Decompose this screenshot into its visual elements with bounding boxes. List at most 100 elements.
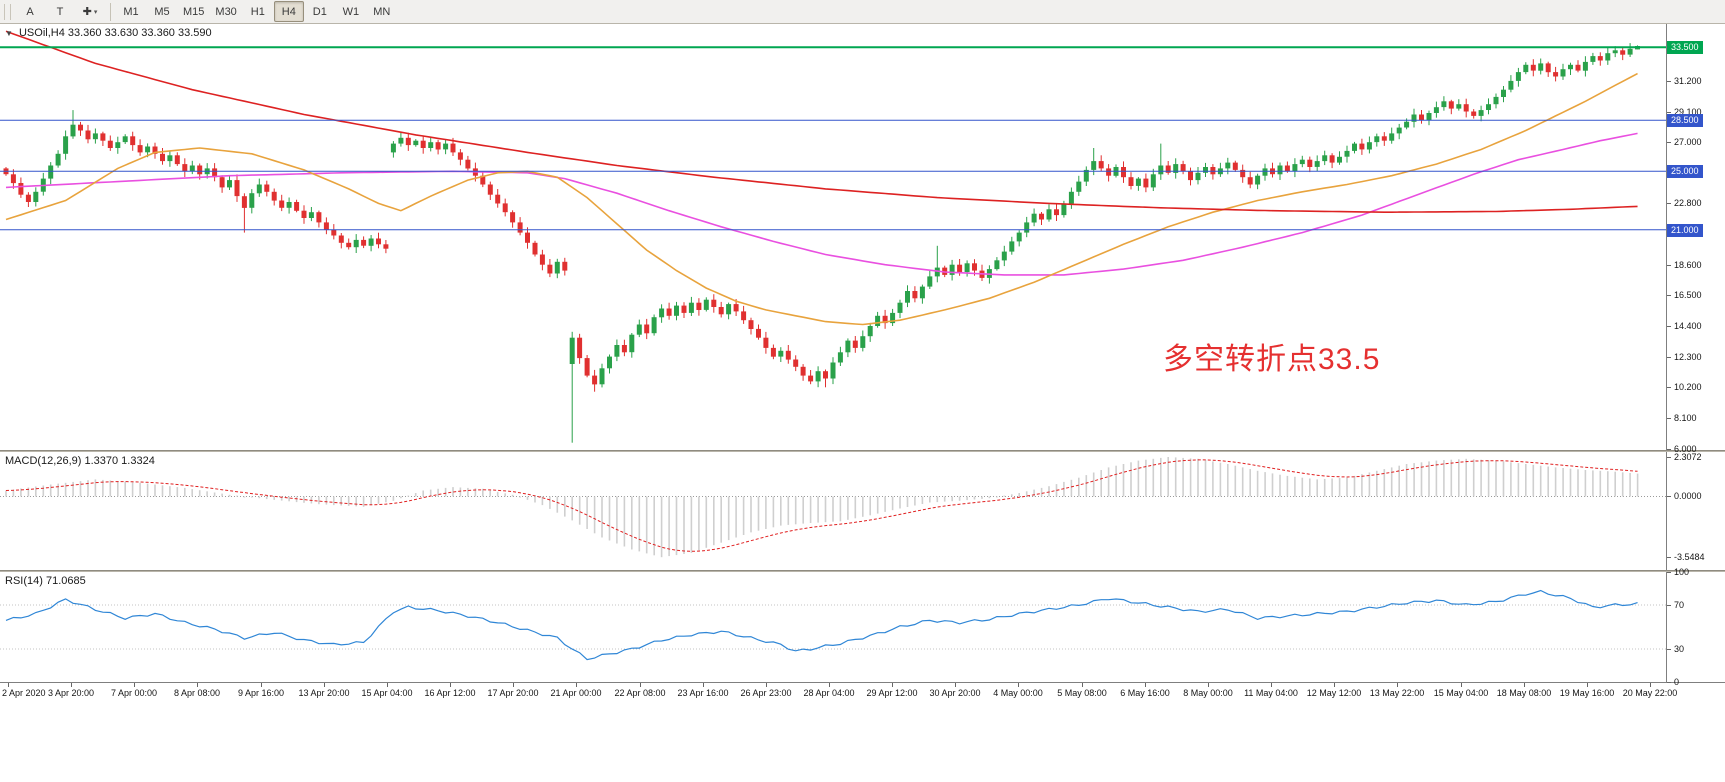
time-axis-label: 8 May 00:00 (1183, 688, 1233, 698)
rsi-line (5, 589, 1638, 661)
time-tick-mark (1145, 683, 1146, 687)
axis-tick-label: 14.400 (1674, 321, 1702, 331)
time-axis-label: 19 May 16:00 (1559, 688, 1615, 698)
crosshair-tool-button[interactable]: ✚ ▾ (75, 1, 105, 22)
axis-tick-label: 10.200 (1674, 382, 1702, 392)
time-tick-mark (829, 683, 830, 687)
timeframe-button-m1[interactable]: M1 (123, 5, 139, 18)
axis-tick-mark (1667, 682, 1671, 683)
axis-tick-mark (1667, 203, 1671, 204)
time-tick-mark (387, 683, 388, 687)
macd-histogram (5, 457, 1639, 558)
time-tick-mark (197, 683, 198, 687)
timeframe-button-h1[interactable]: H1 (250, 5, 265, 18)
axis-tick-mark (1667, 496, 1671, 497)
axis-tick-mark (1667, 142, 1671, 143)
time-tick-mark (1461, 683, 1462, 687)
macd-chart-svg[interactable] (0, 452, 1667, 570)
timeframe-button-m30[interactable]: M30 (215, 5, 237, 18)
text-tool-button[interactable]: T (45, 1, 75, 22)
top-toolbar: A T ✚ ▾ M1 M5 M15 M30 H1 H4 D1 W1 MN (0, 0, 1725, 24)
axis-tick-mark (1667, 112, 1671, 113)
axis-tick-mark (1667, 557, 1671, 558)
time-tick-mark (324, 683, 325, 687)
price-chart-panel[interactable]: ▼ USOil,H4 33.360 33.630 33.360 33.590 多… (0, 24, 1725, 454)
rsi-indicator-panel[interactable]: RSI(14) 71.0685 100 70 30 0 (0, 567, 1725, 687)
time-axis-label: 3 Apr 20:00 (47, 688, 95, 698)
ma-orange-line (5, 72, 1638, 326)
time-axis-label: 17 Apr 20:00 (487, 688, 539, 698)
time-axis-label: 21 Apr 00:00 (550, 688, 602, 698)
axis-tick-mark (1667, 357, 1671, 358)
cursor-tool-button[interactable]: A (15, 1, 45, 22)
timeframe-button-h4[interactable]: H4 (273, 1, 304, 22)
time-axis-label: 22 Apr 08:00 (614, 688, 666, 698)
ma-red-line (5, 30, 1638, 213)
axis-tick-label: 16.500 (1674, 290, 1702, 300)
candlestick-series (3, 43, 1640, 443)
axis-tick-label: 0.0000 (1674, 491, 1702, 501)
crosshair-icon: ✚ (82, 6, 92, 18)
macd-axis[interactable]: 2.3072 0.0000 -3.5484 (1666, 452, 1725, 570)
time-axis-label: 13 May 22:00 (1369, 688, 1425, 698)
timeframe-button-mn[interactable]: MN (373, 5, 391, 18)
rsi-header: RSI(14) 71.0685 (5, 575, 86, 587)
axis-tick-label: -3.5484 (1674, 552, 1705, 562)
time-tick-mark (1018, 683, 1019, 687)
time-tick-mark (1397, 683, 1398, 687)
axis-tick-label: 31.200 (1674, 76, 1702, 86)
time-tick-mark (766, 683, 767, 687)
price-level-badge: 25.000 (1667, 165, 1703, 178)
time-axis[interactable]: 2 Apr 2020 3 Apr 20:00 7 Apr 00:00 8 Apr 08… (0, 682, 1725, 703)
price-axis[interactable]: 31.200 29.100 27.000 22.800 18.600 16.500 14.4… (1666, 24, 1725, 454)
empty-area (0, 703, 1725, 781)
chart-header: ▼ USOil,H4 33.360 33.630 33.360 33.590 (5, 27, 212, 39)
axis-tick-mark (1667, 605, 1671, 606)
rsi-axis[interactable]: 100 70 30 0 (1666, 567, 1725, 687)
time-axis-label: 23 Apr 16:00 (677, 688, 729, 698)
axis-tick-label: 22.800 (1674, 198, 1702, 208)
time-axis-label: 12 May 12:00 (1306, 688, 1362, 698)
macd-signal-line (5, 459, 1638, 552)
symbol-dropdown-icon[interactable]: ▼ (5, 29, 13, 38)
time-tick-mark (1334, 683, 1335, 687)
time-tick-mark (703, 683, 704, 687)
axis-tick-mark (1667, 81, 1671, 82)
axis-tick-label: 70 (1674, 600, 1685, 610)
axis-tick-mark (1667, 572, 1671, 573)
time-axis-label: 5 May 08:00 (1057, 688, 1107, 698)
time-tick-mark (71, 683, 72, 687)
timeframe-button-m5[interactable]: M5 (154, 5, 170, 18)
panel-splitter[interactable] (0, 450, 1725, 452)
time-axis-label: 30 Apr 20:00 (929, 688, 981, 698)
ma-magenta-line (5, 132, 1638, 276)
macd-indicator-panel[interactable]: MACD(12,26,9) 1.3370 1.3324 2.3072 0.0000… (0, 452, 1725, 570)
time-tick-mark (1082, 683, 1083, 687)
axis-tick-label: 29.100 (1674, 107, 1702, 117)
axis-tick-mark (1667, 418, 1671, 419)
cursor-tool-label: A (26, 5, 34, 18)
time-tick-mark (1587, 683, 1588, 687)
rsi-chart-svg[interactable] (0, 572, 1667, 682)
panel-splitter[interactable] (0, 570, 1725, 572)
axis-tick-mark (1667, 457, 1671, 458)
time-tick-mark (1208, 683, 1209, 687)
axis-tick-mark (1667, 295, 1671, 296)
timeframe-button-group: M1 M5 M15 M30 H1 H4 D1 W1 MN (116, 1, 397, 22)
time-axis-label: 18 May 08:00 (1496, 688, 1552, 698)
price-level-badge: 21.000 (1667, 224, 1703, 237)
time-tick-mark (892, 683, 893, 687)
timeframe-button-w1[interactable]: W1 (342, 5, 360, 18)
time-axis-label: 26 Apr 23:00 (740, 688, 792, 698)
chevron-down-icon: ▾ (93, 8, 98, 16)
timeframe-button-m15[interactable]: M15 (183, 5, 205, 18)
axis-tick-label: 0 (1674, 677, 1680, 687)
axis-tick-label: 8.100 (1674, 413, 1697, 423)
time-axis-label: 7 Apr 00:00 (110, 688, 158, 698)
text-tool-label: T (56, 5, 64, 18)
price-level-badge: 33.500 (1667, 41, 1703, 54)
price-chart-svg[interactable] (0, 24, 1667, 450)
timeframe-button-d1[interactable]: D1 (312, 5, 327, 18)
time-tick-mark (8, 683, 9, 687)
axis-tick-mark (1667, 387, 1671, 388)
